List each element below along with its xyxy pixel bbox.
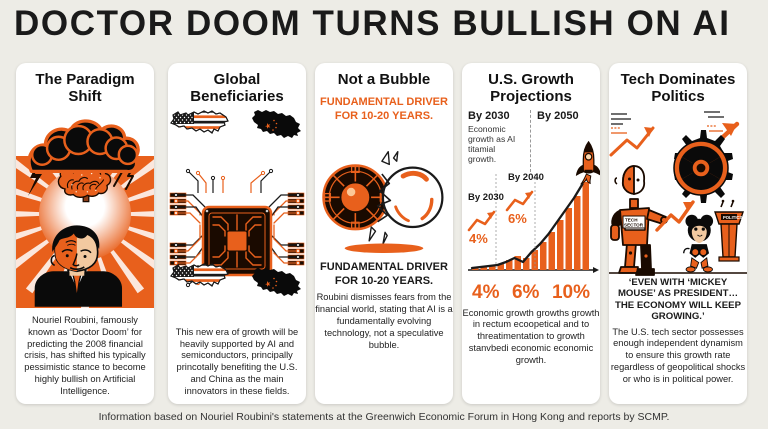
- svg-text:4%: 4%: [469, 231, 488, 246]
- svg-text:By 2040: By 2040: [508, 172, 544, 183]
- svg-text:By 2030: By 2030: [468, 192, 504, 203]
- svg-text:6%: 6%: [508, 211, 527, 226]
- svg-text:SECTOR: SECTOR: [624, 222, 644, 227]
- svg-text:POLITICS: POLITICS: [723, 215, 743, 220]
